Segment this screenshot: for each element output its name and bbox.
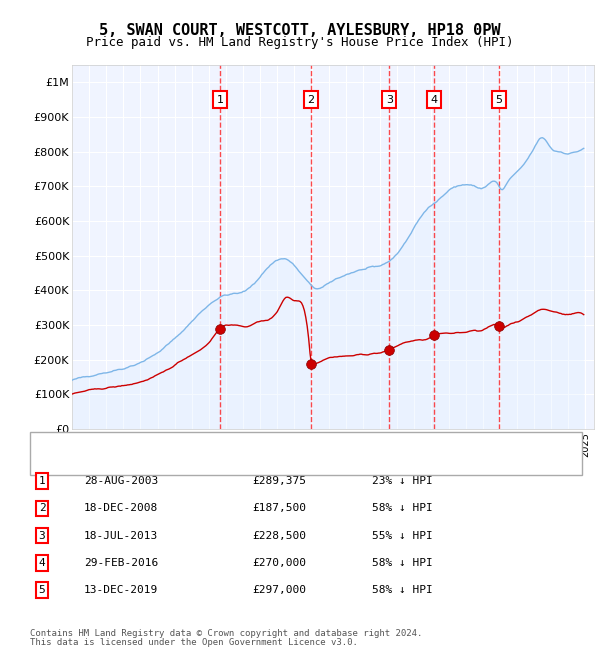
Text: 1: 1 — [38, 476, 46, 486]
Text: 5: 5 — [496, 95, 503, 105]
Text: 23% ↓ HPI: 23% ↓ HPI — [372, 476, 433, 486]
Text: 1: 1 — [217, 95, 224, 105]
Text: 55% ↓ HPI: 55% ↓ HPI — [372, 530, 433, 541]
Text: 18-DEC-2008: 18-DEC-2008 — [84, 503, 158, 514]
Text: 18-JUL-2013: 18-JUL-2013 — [84, 530, 158, 541]
Text: 3: 3 — [38, 530, 46, 541]
Text: —: — — [48, 434, 67, 453]
Text: 3: 3 — [386, 95, 393, 105]
Text: Price paid vs. HM Land Registry's House Price Index (HPI): Price paid vs. HM Land Registry's House … — [86, 36, 514, 49]
Text: 28-AUG-2003: 28-AUG-2003 — [84, 476, 158, 486]
Text: 29-FEB-2016: 29-FEB-2016 — [84, 558, 158, 568]
Text: This data is licensed under the Open Government Licence v3.0.: This data is licensed under the Open Gov… — [30, 638, 358, 647]
Text: 13-DEC-2019: 13-DEC-2019 — [84, 585, 158, 595]
Text: 58% ↓ HPI: 58% ↓ HPI — [372, 585, 433, 595]
Text: 2: 2 — [38, 503, 46, 514]
Text: £270,000: £270,000 — [252, 558, 306, 568]
Text: 5, SWAN COURT, WESTCOTT, AYLESBURY, HP18 0PW (detached house): 5, SWAN COURT, WESTCOTT, AYLESBURY, HP18… — [78, 439, 459, 450]
Text: £187,500: £187,500 — [252, 503, 306, 514]
Text: £297,000: £297,000 — [252, 585, 306, 595]
Text: 5: 5 — [38, 585, 46, 595]
Text: HPI: Average price, detached house, Buckinghamshire: HPI: Average price, detached house, Buck… — [78, 456, 397, 467]
Text: 4: 4 — [431, 95, 438, 105]
Text: 58% ↓ HPI: 58% ↓ HPI — [372, 558, 433, 568]
Text: 2: 2 — [307, 95, 314, 105]
Text: £228,500: £228,500 — [252, 530, 306, 541]
Text: 4: 4 — [38, 558, 46, 568]
Text: 58% ↓ HPI: 58% ↓ HPI — [372, 503, 433, 514]
Text: £289,375: £289,375 — [252, 476, 306, 486]
Text: —: — — [48, 450, 67, 470]
Text: 5, SWAN COURT, WESTCOTT, AYLESBURY, HP18 0PW: 5, SWAN COURT, WESTCOTT, AYLESBURY, HP18… — [99, 23, 501, 38]
Text: Contains HM Land Registry data © Crown copyright and database right 2024.: Contains HM Land Registry data © Crown c… — [30, 629, 422, 638]
